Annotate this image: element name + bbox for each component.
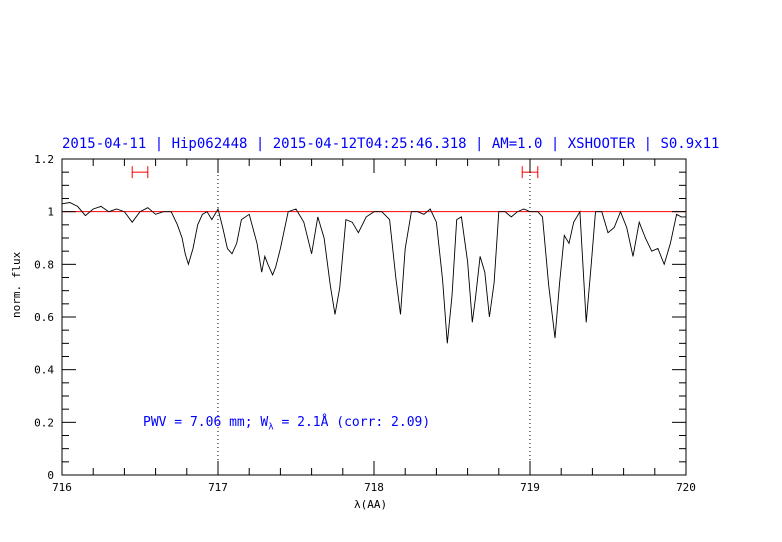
x-tick-label: 718 [364,481,384,494]
y-tick-label: 0.8 [34,258,54,271]
pwv-annotation-suffix: = 2.1Å (corr: 2.09) [273,415,431,430]
pwv-annotation-subscript: λ [268,422,274,433]
axis-ticks [61,158,687,476]
y-axis-label: norm. flux [10,251,23,318]
x-tick-label: 720 [676,481,696,494]
interval-marker [131,166,149,179]
spectrum-series [61,202,686,344]
x-tick-label: 717 [208,481,228,494]
y-tick-label: 1 [47,206,54,219]
y-tick-label: 0.6 [34,311,54,324]
y-tick-label: 0.4 [34,364,54,377]
x-tick-label: 719 [520,481,540,494]
y-tick-label: 0 [47,469,54,482]
pwv-annotation-prefix: PWV = 7.06 mm; W [143,415,269,430]
spectrum-line [61,202,686,344]
tick-labels: 716 717 718 719 720 0 0.2 0.4 0.6 0.8 1 1.2 [34,153,696,494]
x-axis-label: λ(AA) [354,498,388,511]
pwv-annotation: PWV = 7.06 mm; Wλ = 2.1Å (corr: 2.09) [143,415,430,433]
chart-title: 2015-04-11 | Hip062448 | 2015-04-12T04:2… [62,136,720,152]
y-tick-label: 0.2 [34,416,54,429]
continuum-interval-markers [131,166,539,179]
x-tick-label: 716 [52,481,72,494]
y-tick-label: 1.2 [34,153,54,166]
